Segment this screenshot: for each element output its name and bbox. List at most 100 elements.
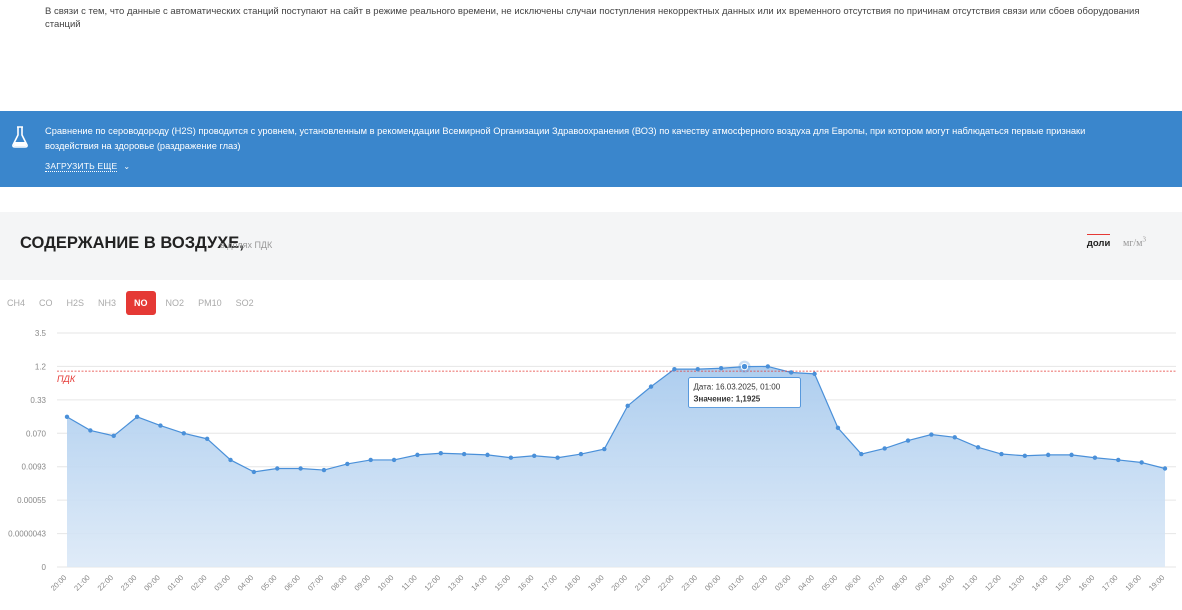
data-point	[625, 403, 630, 409]
data-point	[298, 466, 303, 471]
data-point	[228, 457, 233, 463]
data-point	[648, 384, 654, 389]
data-point	[321, 467, 327, 473]
x-tick-label: 21:00	[72, 573, 92, 593]
data-point	[789, 370, 794, 375]
data-point	[64, 414, 70, 420]
data-point	[275, 466, 280, 471]
y-tick-label: 0.070	[26, 429, 47, 438]
y-tick-label: 1.2	[35, 362, 47, 371]
data-point	[251, 469, 257, 475]
x-tick-label: 02:00	[750, 573, 770, 593]
x-tick-label: 17:00	[539, 573, 559, 593]
unit-mgm3-toggle[interactable]: мг/м3	[1122, 236, 1147, 250]
series-area	[67, 366, 1165, 567]
x-tick-label: 19:00	[1147, 573, 1167, 593]
x-tick-label: 01:00	[726, 573, 746, 593]
y-tick-label: 0.0000043	[8, 530, 46, 539]
x-tick-label: 18:00	[1123, 573, 1143, 593]
chevron-down-icon[interactable]: ⌄	[123, 162, 131, 171]
x-tick-label: 09:00	[913, 573, 933, 593]
pdk-label: ПДК	[57, 374, 76, 384]
unit-mgm3-sup: 3	[1142, 236, 1147, 244]
x-tick-label: 04:00	[236, 573, 256, 593]
tooltip-box	[688, 377, 801, 409]
data-point	[485, 452, 490, 458]
x-tick-label: 16:00	[1077, 573, 1097, 593]
x-tick-label: 03:00	[212, 573, 232, 593]
data-point	[1139, 460, 1144, 465]
data-point	[555, 455, 560, 460]
y-tick-label: 3.5	[35, 329, 47, 338]
x-tick-label: 23:00	[119, 573, 139, 593]
flask-icon	[12, 126, 28, 148]
x-tick-label: 04:00	[796, 573, 816, 593]
data-point	[345, 461, 350, 467]
tab-co[interactable]: CO	[39, 298, 53, 308]
data-point	[1045, 452, 1051, 458]
x-tick-label: 11:00	[960, 573, 979, 592]
data-point	[812, 371, 817, 377]
x-tick-label: 17:00	[1100, 573, 1120, 593]
x-tick-label: 10:00	[937, 573, 957, 593]
tab-ch4[interactable]: CH4	[7, 298, 26, 308]
data-point	[508, 455, 514, 460]
x-tick-label: 13:00	[446, 573, 466, 593]
chart-panel-header: СОДЕРЖАНИЕ В ВОЗДУХЕ, в долях ПДК доли м…	[0, 212, 1182, 280]
chart-subtitle: в долях ПДК	[220, 240, 273, 250]
x-tick-label: 08:00	[329, 573, 349, 593]
unit-mgm3-label: мг/м	[1122, 238, 1143, 250]
banner-text: Сравнение по сероводороду (H2S) проводит…	[45, 126, 1086, 151]
x-tick-label: 09:00	[352, 573, 372, 593]
series-line	[66, 365, 1166, 473]
x-tick-label: 14:00	[469, 573, 489, 593]
tab-h2s[interactable]: H2S	[66, 298, 85, 308]
tab-no[interactable]: NO	[126, 291, 156, 315]
x-tick-label: 23:00	[680, 573, 700, 593]
data-point	[158, 423, 163, 428]
data-point	[1092, 455, 1098, 460]
data-point	[952, 435, 957, 440]
tooltip-date: Дата: 16.03.2025, 01:00	[693, 383, 780, 392]
pollution-chart: 3.5 1.2 0.33 0.070 0.0093 0.00055 0.0000043 0 ПД…	[8, 329, 1176, 593]
highlight-point	[740, 362, 749, 371]
x-tick-label: 22:00	[95, 573, 115, 593]
x-tick-label: 08:00	[890, 573, 910, 593]
tab-pm10[interactable]: PM10	[198, 298, 222, 308]
unit-fraction-toggle[interactable]: доли	[1086, 234, 1111, 250]
x-tick-label: 12:00	[423, 573, 443, 593]
x-tick-label: 16:00	[516, 573, 536, 593]
x-tick-label: 10:00	[376, 573, 396, 593]
x-tick-label: 07:00	[306, 573, 326, 593]
x-tick-label: 15:00	[1053, 573, 1073, 593]
tooltip-value: Значение: 1,1925	[693, 395, 760, 404]
y-tick-label: 0	[42, 563, 47, 572]
data-point	[905, 438, 911, 443]
x-tick-label: 01:00	[166, 573, 186, 593]
data-point	[882, 446, 887, 451]
data-point	[1116, 457, 1121, 463]
data-point	[391, 457, 397, 463]
x-tick-label: 06:00	[282, 573, 302, 593]
data-point	[672, 366, 677, 372]
tab-nh3[interactable]: NH3	[98, 298, 117, 308]
x-tick-label: 03:00	[773, 573, 793, 593]
data-point	[602, 446, 607, 452]
x-tick-label: 05:00	[820, 573, 840, 593]
x-tick-label: 15:00	[493, 573, 513, 593]
data-point	[88, 428, 93, 433]
data-point	[438, 451, 443, 456]
data-point	[929, 432, 934, 437]
x-tick-label: 05:00	[259, 573, 279, 593]
load-more-link[interactable]: ЗАГРУЗИТЬ ЕЩЕ ⌄	[45, 161, 131, 172]
x-tick-label: 13:00	[1007, 573, 1027, 593]
tab-no2[interactable]: NO2	[165, 298, 185, 308]
x-tick-label: 02:00	[189, 573, 209, 593]
data-point	[999, 451, 1004, 457]
data-point	[835, 425, 841, 431]
x-tick-label: 20:00	[609, 573, 629, 593]
x-tick-label: 14:00	[1030, 573, 1050, 593]
load-more-label[interactable]: ЗАГРУЗИТЬ ЕЩЕ	[45, 161, 118, 172]
tab-so2[interactable]: SO2	[235, 298, 254, 308]
data-point	[461, 451, 467, 457]
